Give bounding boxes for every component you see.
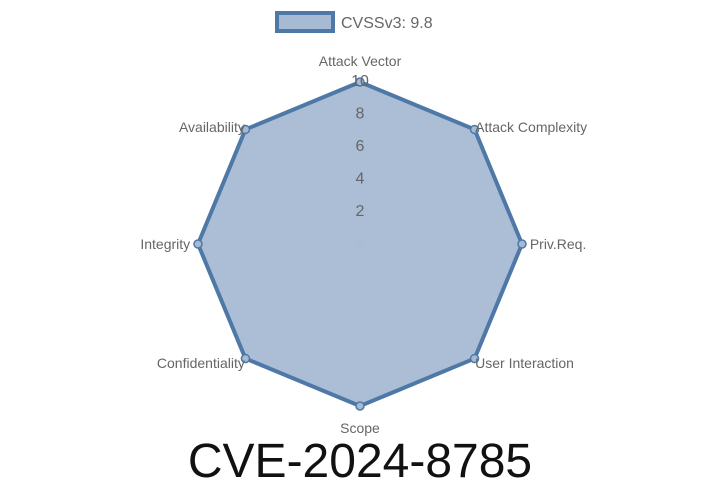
- data-point: [240, 353, 251, 364]
- axis-label: Integrity: [140, 236, 190, 252]
- axis-label: Scope: [340, 420, 380, 436]
- chart-title: CVE-2024-8785: [187, 435, 533, 488]
- data-point: [355, 77, 365, 87]
- tick-label: 2: [356, 203, 365, 220]
- axis-label: Attack Vector: [319, 53, 402, 69]
- axis-label: Availability: [179, 119, 245, 135]
- legend: CVSSv3: 9.8: [275, 11, 433, 33]
- legend-label: CVSSv3: 9.8: [341, 15, 433, 32]
- tick-label: 4: [356, 170, 365, 187]
- data-point: [517, 239, 527, 249]
- axis-label: User Interaction: [475, 355, 574, 371]
- axis-label: Priv.Req.: [530, 236, 587, 252]
- tick-label: 8: [356, 106, 365, 123]
- axis-label: Confidentiality: [157, 355, 245, 371]
- data-point: [355, 401, 365, 411]
- axis-label: Attack Complexity: [475, 119, 587, 135]
- data-point: [469, 353, 480, 364]
- tick-label: 10: [351, 73, 369, 90]
- legend-swatch: [275, 11, 335, 33]
- data-point: [240, 124, 251, 135]
- data-point: [193, 239, 203, 249]
- tick-label: 6: [356, 138, 365, 155]
- data-point: [469, 124, 480, 135]
